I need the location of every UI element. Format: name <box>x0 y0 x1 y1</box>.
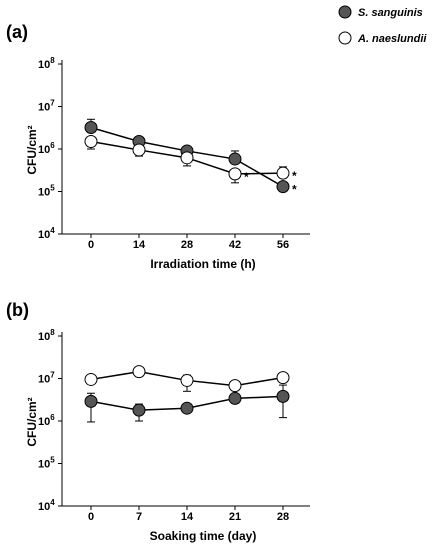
data-point-a-naeslundii <box>228 167 242 181</box>
panel-a-x-ticks: 0 14 28 42 56 <box>88 234 289 251</box>
panel-b-y-axis-label: CFU/cm² <box>25 397 39 446</box>
x-tick-label: 28 <box>277 511 289 523</box>
data-point-a-naeslundii <box>276 166 290 180</box>
legend-marker-a-naeslundii <box>338 31 352 45</box>
data-point-s-sanguinis <box>228 391 242 405</box>
legend-label-s-sanguinis: S. sanguinis <box>358 7 423 19</box>
x-tick-label: 14 <box>133 239 146 251</box>
significance-marker: * <box>292 169 297 183</box>
x-tick-label: 42 <box>229 239 241 251</box>
y-tick-label: 106 <box>38 413 55 428</box>
y-tick-label: 108 <box>38 328 55 343</box>
data-point-s-sanguinis <box>84 394 98 408</box>
data-point-a-naeslundii <box>180 151 194 165</box>
x-tick-label: 28 <box>181 239 193 251</box>
y-tick-label: 106 <box>38 141 55 156</box>
y-tick-label: 104 <box>38 498 55 513</box>
y-tick-label: 107 <box>38 99 55 114</box>
x-tick-label: 7 <box>136 511 142 523</box>
panel-a-y-axis-label: CFU/cm² <box>25 125 39 174</box>
data-point-s-sanguinis <box>276 389 290 403</box>
x-tick-label: 0 <box>88 511 94 523</box>
data-point-s-sanguinis <box>84 121 98 135</box>
data-point-s-sanguinis <box>180 401 194 415</box>
panel-b: (b) 104 105 106 107 108 0 7 14 21 28 CFU/cm² Soa… <box>6 300 310 543</box>
data-point-a-naeslundii <box>276 371 290 385</box>
data-point-s-sanguinis <box>276 180 290 194</box>
panel-a-x-axis-label: Irradiation time (h) <box>150 257 255 271</box>
panel-b-y-ticks: 104 105 106 107 108 <box>38 328 62 513</box>
panel-a-marks: * ** <box>84 118 297 197</box>
data-point-a-naeslundii <box>132 143 146 157</box>
data-point-s-sanguinis <box>132 403 146 417</box>
panel-label-b: (b) <box>6 300 29 320</box>
panel-b-x-ticks: 0 7 14 21 28 <box>88 506 289 523</box>
panel-a-axes <box>61 60 310 235</box>
panel-a-y-ticks: 104 105 106 107 108 <box>38 56 62 241</box>
data-point-s-sanguinis <box>228 152 242 166</box>
data-point-a-naeslundii <box>84 135 98 149</box>
significance-marker: * <box>292 183 297 197</box>
significance-marker: * <box>244 170 249 184</box>
x-tick-label: 14 <box>181 511 194 523</box>
y-tick-label: 105 <box>38 456 55 471</box>
panel-b-marks <box>84 365 290 423</box>
data-point-a-naeslundii <box>180 373 194 387</box>
panel-b-axes <box>61 332 310 507</box>
y-tick-label: 104 <box>38 226 55 241</box>
legend-label-a-naeslundii: A. naeslundii <box>357 33 427 45</box>
x-tick-label: 0 <box>88 239 94 251</box>
legend: S. sanguinis A. naeslundii <box>338 5 427 45</box>
x-tick-label: 56 <box>277 239 289 251</box>
legend-marker-s-sanguinis <box>338 5 352 19</box>
panel-b-x-axis-label: Soaking time (day) <box>150 529 257 543</box>
y-tick-label: 108 <box>38 56 55 71</box>
data-point-a-naeslundii <box>228 379 242 393</box>
y-tick-label: 107 <box>38 371 55 386</box>
data-point-a-naeslundii <box>132 365 146 379</box>
panel-label-a: (a) <box>6 22 28 42</box>
data-point-a-naeslundii <box>84 372 98 386</box>
y-tick-label: 105 <box>38 184 55 199</box>
x-tick-label: 21 <box>229 511 241 523</box>
